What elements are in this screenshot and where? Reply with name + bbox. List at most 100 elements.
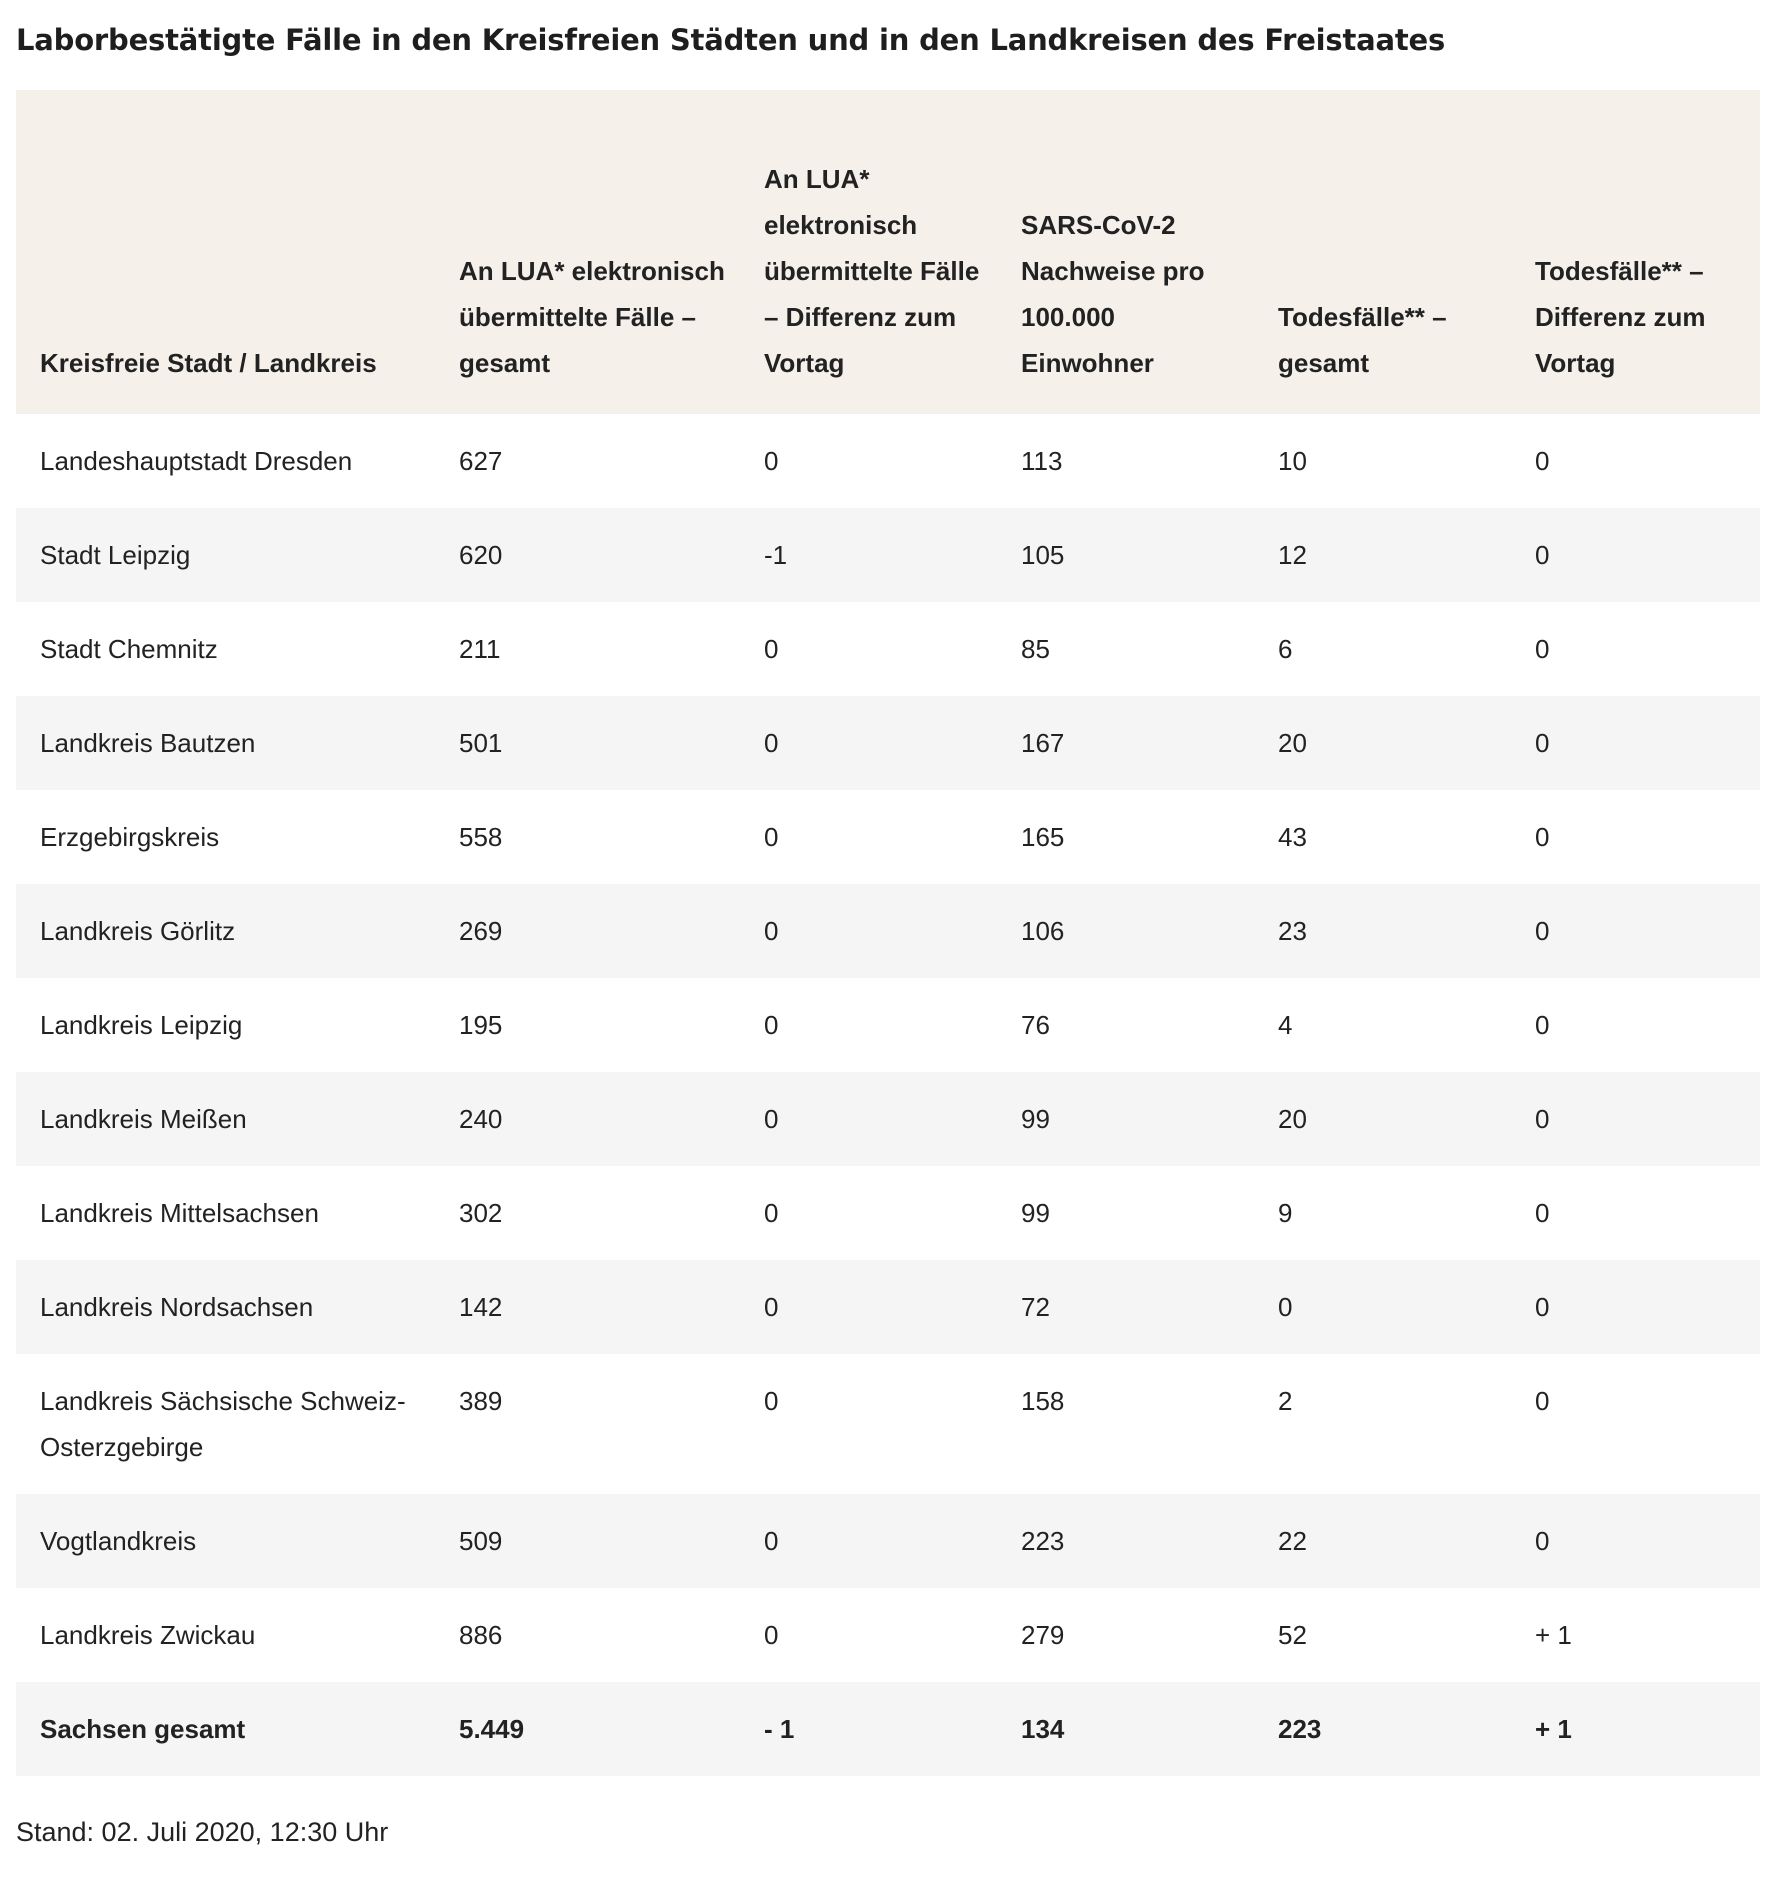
cell-deaths-total: 20 xyxy=(1278,728,1307,758)
table-row: Erzgebirgskreis 558 0 165 43 0 xyxy=(16,790,1760,884)
table-row: Landkreis Görlitz 269 0 106 23 0 xyxy=(16,884,1760,978)
cell-cases-total: 620 xyxy=(459,540,503,570)
cases-table: Kreisfreie Stadt / Landkreis An LUA* ele… xyxy=(16,90,1760,1776)
cell-deaths-diff: + 1 xyxy=(1535,1620,1572,1650)
table-row: Stadt Leipzig 620 -1 105 12 0 xyxy=(16,508,1760,602)
cell-deaths-diff: 0 xyxy=(1535,1292,1550,1322)
total-cell-cases-total: 5.449 xyxy=(459,1714,525,1744)
cell-deaths-diff: 0 xyxy=(1535,1010,1550,1040)
cell-deaths-diff: 0 xyxy=(1535,1198,1550,1228)
cell-per-100k: 99 xyxy=(1021,1104,1050,1134)
cell-cases-total: 627 xyxy=(459,446,503,476)
table-row: Landkreis Leipzig 195 0 76 4 0 xyxy=(16,978,1760,1072)
cell-deaths-diff: 0 xyxy=(1535,540,1550,570)
column-header-deaths-diff: Todesfälle** – Differenz zum Vortag xyxy=(1535,256,1706,378)
cell-deaths-total: 10 xyxy=(1278,446,1307,476)
cell-per-100k: 106 xyxy=(1021,916,1065,946)
cell-deaths-total: 23 xyxy=(1278,916,1307,946)
cell-per-100k: 72 xyxy=(1021,1292,1050,1322)
cell-per-100k: 99 xyxy=(1021,1198,1050,1228)
cell-deaths-total: 2 xyxy=(1278,1386,1293,1416)
cell-cases-diff: 0 xyxy=(764,1198,779,1228)
table-row: Landeshauptstadt Dresden 627 0 113 10 0 xyxy=(16,414,1760,508)
footnote-timestamp: Stand: 02. Juli 2020, 12:30 Uhr xyxy=(16,1817,389,1847)
cell-district: Landkreis Leipzig xyxy=(40,1010,243,1040)
column-header-deaths-total: Todesfälle** – gesamt xyxy=(1278,302,1447,378)
cell-deaths-total: 12 xyxy=(1278,540,1307,570)
cell-cases-total: 142 xyxy=(459,1292,503,1322)
cell-cases-total: 886 xyxy=(459,1620,503,1650)
cell-deaths-total: 43 xyxy=(1278,822,1307,852)
cell-cases-diff: 0 xyxy=(764,728,779,758)
cell-deaths-diff: 0 xyxy=(1535,916,1550,946)
cell-deaths-diff: 0 xyxy=(1535,634,1550,664)
cell-per-100k: 105 xyxy=(1021,540,1065,570)
cell-cases-total: 195 xyxy=(459,1010,503,1040)
cell-district: Landeshauptstadt Dresden xyxy=(40,446,353,476)
cell-per-100k: 85 xyxy=(1021,634,1050,664)
cell-district: Erzgebirgskreis xyxy=(40,822,220,852)
cell-district: Stadt Leipzig xyxy=(40,540,191,570)
cell-cases-total: 269 xyxy=(459,916,503,946)
table-row: Landkreis Meißen 240 0 99 20 0 xyxy=(16,1072,1760,1166)
cell-cases-total: 302 xyxy=(459,1198,503,1228)
cell-deaths-diff: 0 xyxy=(1535,1386,1550,1416)
cell-district: Stadt Chemnitz xyxy=(40,634,218,664)
cell-per-100k: 279 xyxy=(1021,1620,1065,1650)
cell-deaths-diff: 0 xyxy=(1535,446,1550,476)
table-row: Landkreis Nordsachsen 142 0 72 0 0 xyxy=(16,1260,1760,1354)
cell-cases-total: 558 xyxy=(459,822,503,852)
table-total-row: Sachsen gesamt 5.449 - 1 134 223 + 1 xyxy=(16,1682,1760,1776)
page-title: Laborbestätigte Fälle in den Kreisfreien… xyxy=(16,23,1446,57)
cell-deaths-total: 9 xyxy=(1278,1198,1293,1228)
cell-cases-diff: 0 xyxy=(764,1104,779,1134)
table-row: Vogtlandkreis 509 0 223 22 0 xyxy=(16,1494,1760,1588)
cell-deaths-total: 20 xyxy=(1278,1104,1307,1134)
total-cell-per-100k: 134 xyxy=(1021,1714,1065,1744)
cell-district: Landkreis Bautzen xyxy=(40,728,256,758)
total-cell-deaths-total: 223 xyxy=(1278,1714,1322,1744)
cell-per-100k: 165 xyxy=(1021,822,1065,852)
cell-per-100k: 158 xyxy=(1021,1386,1065,1416)
cell-cases-diff: 0 xyxy=(764,634,779,664)
column-header-per-100k: SARS-CoV-2 Nachweise pro 100.000 Einwohn… xyxy=(1021,210,1205,378)
cell-cases-diff: 0 xyxy=(764,822,779,852)
cell-deaths-total: 0 xyxy=(1278,1292,1293,1322)
cell-per-100k: 223 xyxy=(1021,1526,1065,1556)
cell-cases-diff: 0 xyxy=(764,1526,779,1556)
cell-cases-diff: 0 xyxy=(764,1386,779,1416)
cell-cases-diff: 0 xyxy=(764,916,779,946)
column-header-cases-diff: An LUA* elektronisch übermittelte Fälle … xyxy=(764,164,980,378)
cell-district: Landkreis Görlitz xyxy=(40,916,236,946)
cell-district: Landkreis Mittelsachsen xyxy=(40,1198,319,1228)
cell-district: Landkreis Sächsische Schweiz-Osterzgebir… xyxy=(40,1386,406,1462)
cell-deaths-diff: 0 xyxy=(1535,1526,1550,1556)
cell-district: Landkreis Meißen xyxy=(40,1104,247,1134)
table-header-row: Kreisfreie Stadt / Landkreis An LUA* ele… xyxy=(16,90,1760,414)
cell-cases-total: 211 xyxy=(459,634,501,664)
cell-cases-diff: 0 xyxy=(764,1010,779,1040)
cell-cases-total: 240 xyxy=(459,1104,503,1134)
column-header-district: Kreisfreie Stadt / Landkreis xyxy=(40,348,377,378)
cell-district: Landkreis Nordsachsen xyxy=(40,1292,314,1322)
table-body: Landeshauptstadt Dresden 627 0 113 10 0 Stadt … xyxy=(16,414,1760,1776)
total-cell-deaths-diff: + 1 xyxy=(1535,1714,1572,1744)
cell-deaths-total: 4 xyxy=(1278,1010,1293,1040)
cell-deaths-total: 6 xyxy=(1278,634,1293,664)
table-row: Stadt Chemnitz 211 0 85 6 0 xyxy=(16,602,1760,696)
table-row: Landkreis Sächsische Schweiz-Osterzgebir… xyxy=(16,1354,1760,1494)
cell-cases-total: 501 xyxy=(459,728,503,758)
cell-deaths-diff: 0 xyxy=(1535,728,1550,758)
cell-deaths-diff: 0 xyxy=(1535,1104,1550,1134)
cell-cases-diff: 0 xyxy=(764,1292,779,1322)
cell-cases-total: 509 xyxy=(459,1526,503,1556)
cell-cases-total: 389 xyxy=(459,1386,503,1416)
total-cell-district: Sachsen gesamt xyxy=(40,1714,246,1744)
table-row: Landkreis Bautzen 501 0 167 20 0 xyxy=(16,696,1760,790)
column-header-cases-total: An LUA* elektronisch übermittelte Fälle … xyxy=(459,256,725,378)
table-row: Landkreis Zwickau 886 0 279 52 + 1 xyxy=(16,1588,1760,1682)
cell-per-100k: 113 xyxy=(1021,446,1063,476)
cell-deaths-total: 22 xyxy=(1278,1526,1307,1556)
cell-district: Vogtlandkreis xyxy=(40,1526,197,1556)
cell-cases-diff: -1 xyxy=(764,540,788,570)
